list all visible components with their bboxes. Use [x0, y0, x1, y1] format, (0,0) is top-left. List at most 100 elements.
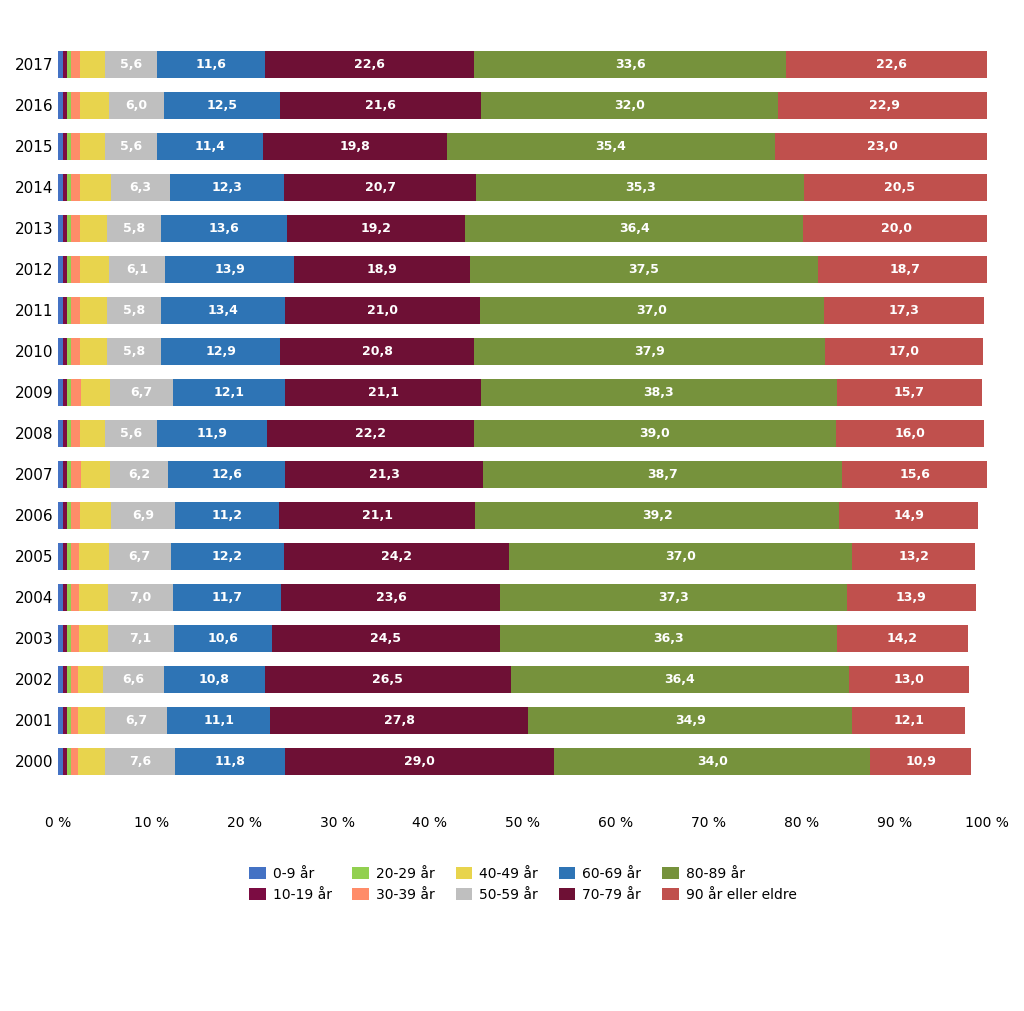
- Bar: [67, 584, 72, 611]
- Bar: [168, 461, 285, 487]
- Bar: [58, 543, 63, 569]
- Bar: [63, 420, 67, 447]
- Text: 13,2: 13,2: [898, 550, 929, 563]
- Bar: [284, 174, 476, 201]
- Bar: [67, 461, 72, 487]
- Bar: [173, 584, 282, 611]
- Bar: [475, 502, 840, 529]
- Text: 12,9: 12,9: [205, 345, 236, 358]
- Text: 26,5: 26,5: [373, 672, 403, 685]
- Bar: [79, 625, 108, 652]
- Bar: [481, 92, 778, 119]
- Text: 10,6: 10,6: [208, 632, 239, 645]
- Bar: [870, 748, 972, 774]
- Text: 21,0: 21,0: [367, 304, 398, 316]
- Bar: [281, 338, 473, 365]
- Bar: [80, 133, 104, 160]
- Bar: [63, 625, 67, 652]
- Bar: [63, 133, 67, 160]
- Text: 13,4: 13,4: [208, 304, 239, 316]
- Bar: [58, 92, 63, 119]
- Bar: [63, 461, 67, 487]
- Text: 37,0: 37,0: [636, 304, 668, 316]
- Text: 11,9: 11,9: [197, 427, 227, 440]
- Text: 20,5: 20,5: [884, 181, 914, 194]
- Bar: [161, 338, 281, 365]
- Bar: [109, 92, 164, 119]
- Text: 18,9: 18,9: [367, 263, 397, 276]
- Bar: [106, 297, 161, 324]
- Bar: [72, 133, 80, 160]
- Bar: [509, 543, 852, 569]
- Text: 12,3: 12,3: [212, 181, 243, 194]
- Text: 17,3: 17,3: [889, 304, 920, 316]
- Bar: [72, 52, 80, 78]
- Legend: 0-9 år, 10-19 år, 20-29 år, 30-39 år, 40-49 år, 50-59 år, 60-69 år, 70-79 år, 80: 0-9 år, 10-19 år, 20-29 år, 30-39 år, 40…: [244, 861, 802, 907]
- Text: 12,5: 12,5: [207, 99, 238, 112]
- Bar: [67, 379, 72, 405]
- Bar: [81, 379, 111, 405]
- Bar: [264, 666, 511, 693]
- Bar: [474, 52, 786, 78]
- Bar: [80, 420, 104, 447]
- Text: 36,3: 36,3: [652, 632, 683, 645]
- Bar: [80, 297, 106, 324]
- Text: 22,9: 22,9: [869, 99, 900, 112]
- Bar: [67, 52, 72, 78]
- Bar: [803, 215, 989, 242]
- Bar: [72, 338, 80, 365]
- Bar: [157, 420, 267, 447]
- Text: 37,5: 37,5: [629, 263, 659, 276]
- Bar: [804, 174, 994, 201]
- Bar: [112, 174, 170, 201]
- Bar: [72, 215, 80, 242]
- Text: 29,0: 29,0: [404, 755, 435, 767]
- Text: 19,2: 19,2: [360, 222, 391, 235]
- Text: 33,6: 33,6: [615, 58, 646, 71]
- Bar: [473, 338, 825, 365]
- Text: 36,4: 36,4: [665, 672, 695, 685]
- Text: 27,8: 27,8: [384, 714, 415, 727]
- Bar: [67, 174, 72, 201]
- Bar: [112, 502, 175, 529]
- Text: 6,0: 6,0: [125, 99, 147, 112]
- Bar: [80, 52, 104, 78]
- Text: 5,8: 5,8: [123, 345, 144, 358]
- Bar: [67, 666, 72, 693]
- Bar: [849, 666, 970, 693]
- Bar: [267, 420, 473, 447]
- Bar: [170, 174, 284, 201]
- Bar: [823, 297, 984, 324]
- Text: 21,6: 21,6: [366, 99, 396, 112]
- Text: 5,8: 5,8: [123, 222, 144, 235]
- Text: 18,7: 18,7: [890, 263, 921, 276]
- Bar: [836, 420, 984, 447]
- Bar: [104, 420, 157, 447]
- Text: 10,8: 10,8: [199, 672, 230, 685]
- Text: 14,2: 14,2: [887, 632, 919, 645]
- Bar: [58, 420, 63, 447]
- Bar: [104, 707, 167, 734]
- Bar: [80, 215, 106, 242]
- Text: 11,1: 11,1: [203, 714, 234, 727]
- Text: 10,9: 10,9: [905, 755, 936, 767]
- Bar: [58, 174, 63, 201]
- Text: 24,5: 24,5: [371, 632, 401, 645]
- Bar: [174, 625, 272, 652]
- Bar: [786, 52, 996, 78]
- Bar: [63, 174, 67, 201]
- Bar: [465, 215, 803, 242]
- Text: 12,1: 12,1: [893, 714, 924, 727]
- Bar: [78, 748, 104, 774]
- Bar: [287, 215, 465, 242]
- Bar: [72, 174, 80, 201]
- Bar: [476, 174, 804, 201]
- Bar: [175, 502, 280, 529]
- Text: 21,3: 21,3: [369, 468, 399, 481]
- Bar: [63, 215, 67, 242]
- Text: 21,1: 21,1: [368, 386, 398, 399]
- Text: 6,7: 6,7: [125, 714, 147, 727]
- Text: 6,3: 6,3: [130, 181, 152, 194]
- Bar: [63, 584, 67, 611]
- Bar: [80, 338, 106, 365]
